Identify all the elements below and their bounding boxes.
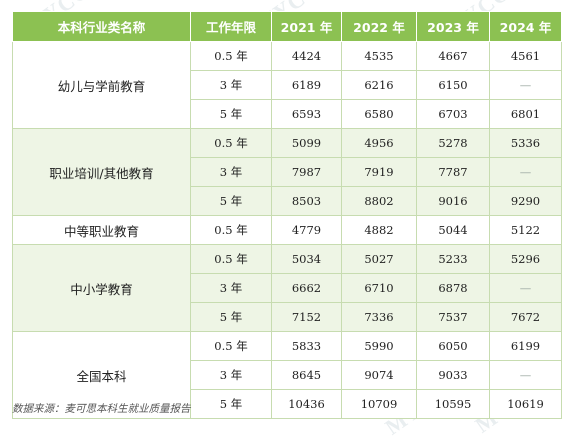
header-row: 本科行业类名称 工作年限 2021 年 2022 年 2023 年 2024 年 [12, 11, 562, 42]
value-cell: 4882 [341, 215, 417, 245]
period-cell: 3 年 [190, 157, 272, 187]
value-cell: 8802 [341, 186, 417, 216]
table-row: 幼儿与学前教育 0.5 年 4424 4535 4667 4561 [12, 41, 562, 129]
table-row: 3 年 6189 6216 6150 — [13, 70, 562, 100]
value-cell: 5099 [271, 128, 342, 158]
value-cell: 7152 [271, 302, 342, 332]
value-cell: 7787 [416, 157, 490, 187]
table-row: 中等职业教育 0.5 年 4779 4882 5044 5122 [12, 215, 562, 245]
col-header-years-worked: 工作年限 [190, 11, 272, 42]
period-cell: 0.5 年 [190, 41, 272, 71]
value-cell: 6662 [271, 273, 342, 303]
value-cell: 4424 [271, 41, 342, 71]
category-cell: 全国本科 [12, 331, 191, 419]
value-cell: 5034 [271, 244, 342, 274]
value-cell: 5278 [416, 128, 490, 158]
period-cell: 5 年 [190, 389, 272, 419]
table-row: 3 年 6662 6710 6878 — [13, 273, 562, 303]
value-cell: 4779 [271, 215, 342, 245]
period-cell: 3 年 [190, 70, 272, 100]
value-cell: 5336 [489, 128, 562, 158]
table-row: 职业培训/其他教育 0.5 年 5099 4956 5278 5336 [12, 128, 562, 216]
value-cell: 6703 [416, 99, 490, 129]
value-cell: — [489, 273, 562, 303]
value-cell: 10595 [416, 389, 490, 419]
value-cell: 9290 [489, 186, 562, 216]
value-cell: 6189 [271, 70, 342, 100]
period-cell: 0.5 年 [190, 128, 272, 158]
value-cell: 4561 [489, 41, 562, 71]
salary-table: 本科行业类名称 工作年限 2021 年 2022 年 2023 年 2024 年… [12, 11, 562, 419]
value-cell: 9033 [416, 360, 490, 390]
value-cell: 6801 [489, 99, 562, 129]
period-cell: 0.5 年 [190, 215, 272, 245]
value-cell: 5833 [271, 331, 342, 361]
period-cell: 5 年 [190, 186, 272, 216]
value-cell: 10436 [271, 389, 342, 419]
value-cell: 9074 [341, 360, 417, 390]
value-cell: 5027 [341, 244, 417, 274]
value-cell: 7919 [341, 157, 417, 187]
col-header-2022: 2022 年 [341, 11, 417, 42]
value-cell: 6580 [341, 99, 417, 129]
value-cell: 6216 [341, 70, 417, 100]
category-cell: 职业培训/其他教育 [12, 128, 191, 216]
category-cell: 中小学教育 [12, 244, 191, 332]
value-cell: 4956 [341, 128, 417, 158]
source-note: 数据来源：麦可思本科生就业质量报告 [12, 403, 191, 415]
value-cell: 5233 [416, 244, 490, 274]
table-row: 5 年 10436 10709 10595 10619 [13, 389, 562, 419]
col-header-category: 本科行业类名称 [12, 11, 191, 42]
value-cell: 10709 [341, 389, 417, 419]
table-row: 5 年 7152 7336 7537 7672 [13, 302, 562, 332]
period-cell: 5 年 [190, 99, 272, 129]
period-cell: 0.5 年 [190, 331, 272, 361]
value-cell: 7336 [341, 302, 417, 332]
table-row: 3 年 8645 9074 9033 — [13, 360, 562, 390]
value-cell: 6593 [271, 99, 342, 129]
value-cell: 5122 [489, 215, 562, 245]
col-header-2024: 2024 年 [489, 11, 562, 42]
value-cell: 5296 [489, 244, 562, 274]
value-cell: 6199 [489, 331, 562, 361]
category-cell: 幼儿与学前教育 [12, 41, 191, 129]
value-cell: 10619 [489, 389, 562, 419]
col-header-2023: 2023 年 [416, 11, 490, 42]
value-cell: 5044 [416, 215, 490, 245]
table-row: 中小学教育 0.5 年 5034 5027 5233 5296 [12, 244, 562, 332]
value-cell: 4535 [341, 41, 417, 71]
value-cell: 6878 [416, 273, 490, 303]
period-cell: 0.5 年 [190, 244, 272, 274]
period-cell: 5 年 [190, 302, 272, 332]
period-cell: 3 年 [190, 273, 272, 303]
value-cell: — [489, 157, 562, 187]
value-cell: 6150 [416, 70, 490, 100]
value-cell: 7987 [271, 157, 342, 187]
value-cell: — [489, 360, 562, 390]
value-cell: 9016 [416, 186, 490, 216]
table-row: 5 年 8503 8802 9016 9290 [13, 186, 562, 216]
value-cell: 6050 [416, 331, 490, 361]
value-cell: 7672 [489, 302, 562, 332]
value-cell: 8645 [271, 360, 342, 390]
col-header-2021: 2021 年 [271, 11, 342, 42]
period-cell: 3 年 [190, 360, 272, 390]
value-cell: 4667 [416, 41, 490, 71]
value-cell: — [489, 70, 562, 100]
value-cell: 6710 [341, 273, 417, 303]
value-cell: 5990 [341, 331, 417, 361]
table-row: 全国本科 0.5 年 5833 5990 6050 6199 [12, 331, 562, 419]
value-cell: 7537 [416, 302, 490, 332]
value-cell: 8503 [271, 186, 342, 216]
category-cell: 中等职业教育 [12, 215, 191, 245]
